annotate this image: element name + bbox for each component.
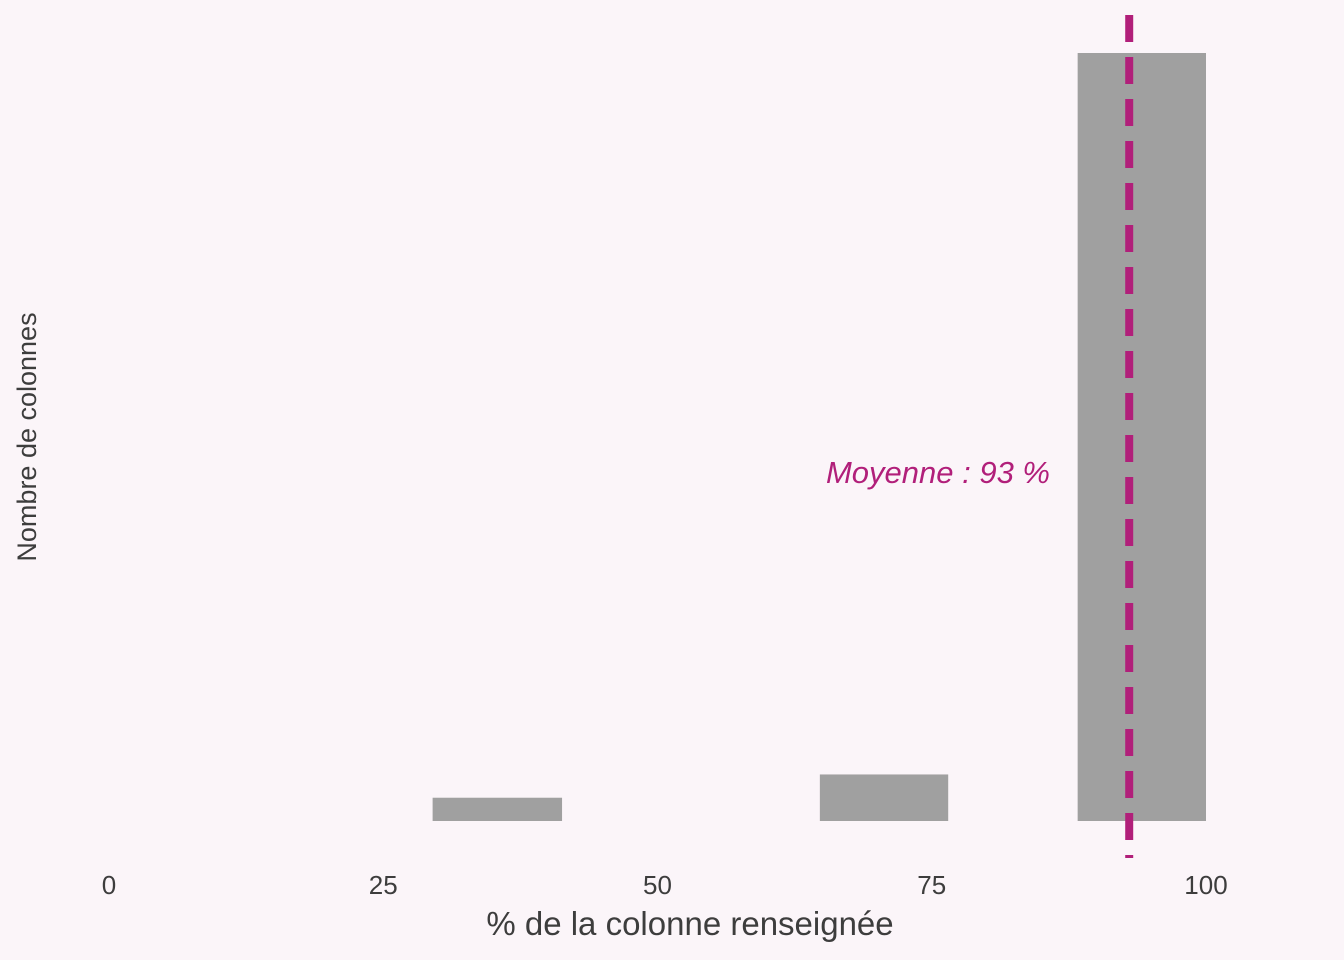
x-tick-label-25: 25 [369, 870, 398, 900]
x-tick-label-75: 75 [917, 870, 946, 900]
x-axis-ticks: 0 25 50 75 100 [102, 870, 1228, 900]
bars-group [432, 53, 1206, 821]
y-axis-title: Nombre de colonnes [12, 312, 42, 561]
histogram-bar-1 [432, 797, 563, 821]
x-tick-label-0: 0 [102, 870, 116, 900]
x-axis-title: % de la colonne renseignée [486, 905, 893, 942]
x-tick-label-100: 100 [1184, 870, 1227, 900]
mean-label: Moyenne : 93 % [826, 455, 1050, 490]
histogram-bar-2 [819, 774, 949, 821]
x-tick-label-50: 50 [643, 870, 672, 900]
histogram-bar-3 [1077, 53, 1206, 821]
